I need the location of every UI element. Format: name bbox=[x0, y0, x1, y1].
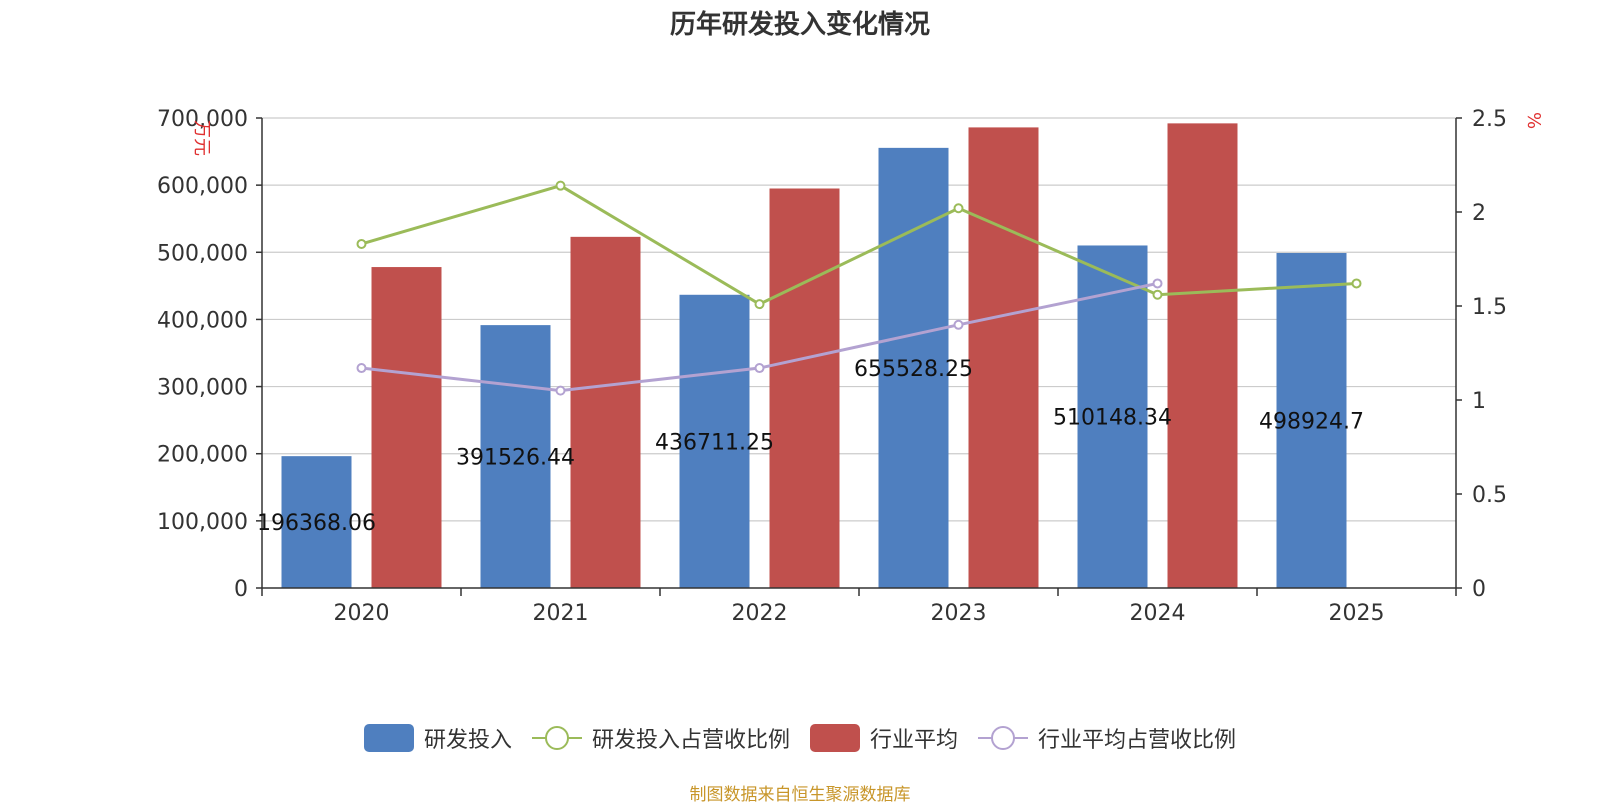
right-tick-label: 2 bbox=[1472, 201, 1486, 226]
bar-rd-value-label: 498924.7 bbox=[1259, 410, 1364, 435]
bar-industry bbox=[570, 236, 641, 589]
x-tick-label: 2023 bbox=[931, 601, 987, 626]
rd-ratio-point bbox=[555, 180, 566, 191]
bar-industry bbox=[968, 127, 1039, 589]
bar-industry bbox=[371, 267, 442, 588]
grid-lines bbox=[262, 117, 1456, 522]
rd-ratio-point bbox=[754, 299, 765, 310]
bar-rd-value-label: 436711.25 bbox=[655, 430, 774, 455]
left-tick-label: 600,000 bbox=[157, 174, 248, 199]
right-tick-label: 2.5 bbox=[1472, 107, 1507, 132]
left-tick-label: 300,000 bbox=[157, 376, 248, 401]
right-tick-label: 1.5 bbox=[1472, 295, 1507, 320]
industry-ratio-point bbox=[953, 319, 964, 330]
legend-label-ind-ratio: 行业平均占营收比例 bbox=[1038, 728, 1237, 753]
bars bbox=[281, 123, 1347, 589]
bar-industry bbox=[1167, 123, 1238, 588]
industry-ratio-point bbox=[1152, 278, 1163, 289]
left-tick-label: 400,000 bbox=[157, 308, 248, 333]
chart-title: 历年研发投入变化情况 bbox=[669, 10, 930, 40]
x-tick-label: 2024 bbox=[1130, 601, 1186, 626]
source-note: 制图数据来自恒生聚源数据库 bbox=[689, 785, 911, 805]
lines bbox=[356, 180, 1362, 396]
industry-ratio-point bbox=[356, 363, 367, 374]
legend-item-ind-ratio[interactable]: 行业平均占营收比例 bbox=[978, 722, 1236, 754]
left-axis-unit: 万元 bbox=[191, 120, 212, 156]
legend-item-ind[interactable]: 行业平均 bbox=[810, 722, 958, 754]
legend: 研发投入 研发投入占营收比例 行业平均 行业平均占营收比例 bbox=[0, 722, 1600, 754]
rd-ratio-point bbox=[1152, 289, 1163, 300]
legend-swatch-rd-ratio bbox=[531, 724, 582, 752]
data-labels: 196368.06 391526.44 436711.25 655528.25 5101… bbox=[257, 357, 1364, 536]
bar-rd bbox=[1077, 245, 1148, 588]
axes: 0 100,000 200,000 300,000 400,000 500,000 600,… bbox=[157, 107, 1544, 626]
legend-swatch-rd bbox=[363, 724, 414, 752]
rd-ratio-line bbox=[361, 184, 1357, 306]
bar-rd bbox=[878, 147, 949, 588]
x-tick-label: 2021 bbox=[533, 601, 589, 626]
legend-label-rd: 研发投入 bbox=[423, 728, 512, 753]
bar-rd bbox=[480, 325, 551, 588]
left-tick-label: 0 bbox=[234, 577, 248, 602]
industry-ratio-point bbox=[754, 363, 765, 374]
x-tick-label: 2020 bbox=[334, 601, 390, 626]
legend-item-rd[interactable]: 研发投入 bbox=[363, 722, 512, 754]
right-tick-label: 1 bbox=[1472, 389, 1486, 414]
rd-ratio-point bbox=[1351, 278, 1362, 289]
legend-label-ind: 行业平均 bbox=[870, 728, 959, 753]
bar-rd-value-label: 196368.06 bbox=[257, 511, 376, 536]
right-axis-unit: % bbox=[1523, 112, 1544, 129]
legend-item-rd-ratio[interactable]: 研发投入占营收比例 bbox=[531, 722, 790, 754]
bar-rd-value-label: 391526.44 bbox=[456, 446, 575, 471]
left-tick-label: 200,000 bbox=[157, 443, 248, 468]
rd-ratio-point bbox=[356, 238, 367, 249]
right-tick-label: 0 bbox=[1472, 577, 1486, 602]
legend-swatch-ind bbox=[810, 724, 860, 752]
bar-rd bbox=[1276, 253, 1347, 589]
bar-rd-value-label: 655528.25 bbox=[854, 357, 973, 382]
bar-rd bbox=[679, 294, 750, 588]
bar-rd bbox=[281, 456, 352, 588]
left-tick-label: 500,000 bbox=[157, 241, 248, 266]
legend-label-rd-ratio: 研发投入占营收比例 bbox=[591, 728, 790, 753]
bar-rd-value-label: 510148.34 bbox=[1053, 406, 1172, 431]
x-tick-label: 2025 bbox=[1329, 601, 1385, 626]
legend-swatch-ind-ratio bbox=[978, 724, 1029, 752]
right-tick-label: 0.5 bbox=[1472, 483, 1507, 508]
left-tick-label: 700,000 bbox=[157, 107, 248, 132]
x-tick-label: 2022 bbox=[732, 601, 788, 626]
left-tick-label: 100,000 bbox=[157, 510, 248, 535]
rd-ratio-point bbox=[953, 203, 964, 214]
bar-industry bbox=[769, 188, 840, 588]
industry-ratio-point bbox=[555, 385, 566, 396]
